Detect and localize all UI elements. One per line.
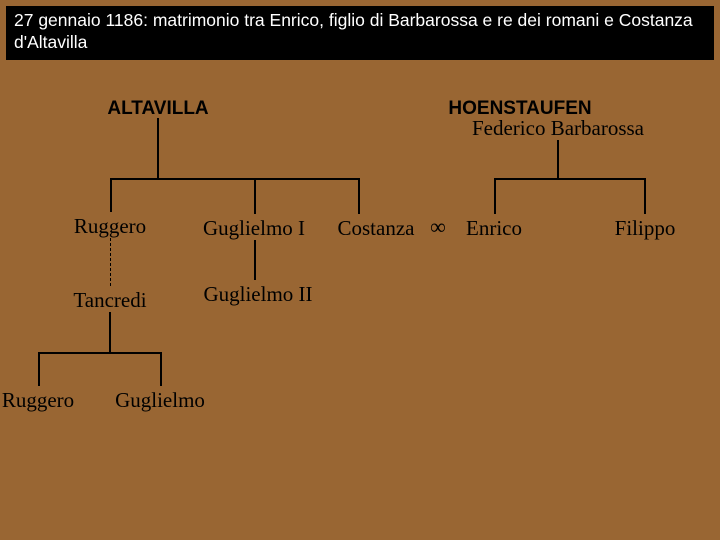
line [38, 352, 162, 354]
line [157, 118, 159, 178]
line [38, 352, 40, 386]
person-tancredi: Tancredi [73, 288, 146, 313]
line [254, 178, 256, 214]
person-filippo: Filippo [615, 216, 676, 241]
line [557, 140, 559, 178]
person-guglielmo1: Guglielmo I [203, 216, 305, 241]
person-ruggero1: Ruggero [74, 214, 146, 239]
title-text: 27 gennaio 1186: matrimonio tra Enrico, … [14, 10, 693, 52]
line [109, 312, 111, 352]
person-guglielmo3: Guglielmo [115, 388, 205, 413]
line [160, 352, 162, 386]
line [494, 178, 496, 214]
person-enrico: Enrico [466, 216, 522, 241]
marriage-symbol: ∞ [430, 214, 446, 240]
person-costanza: Costanza [338, 216, 415, 241]
person-federico: Federico Barbarossa [472, 116, 644, 141]
line [110, 178, 360, 180]
line [254, 240, 256, 280]
line [494, 178, 646, 180]
line-dashed [110, 238, 111, 286]
family-header-altavilla: ALTAVILLA [107, 98, 208, 120]
person-guglielmo2: Guglielmo II [203, 282, 312, 307]
title-box: 27 gennaio 1186: matrimonio tra Enrico, … [6, 6, 714, 60]
line [644, 178, 646, 214]
line [358, 178, 360, 214]
line [110, 178, 112, 212]
person-ruggero2: Ruggero [2, 388, 74, 413]
